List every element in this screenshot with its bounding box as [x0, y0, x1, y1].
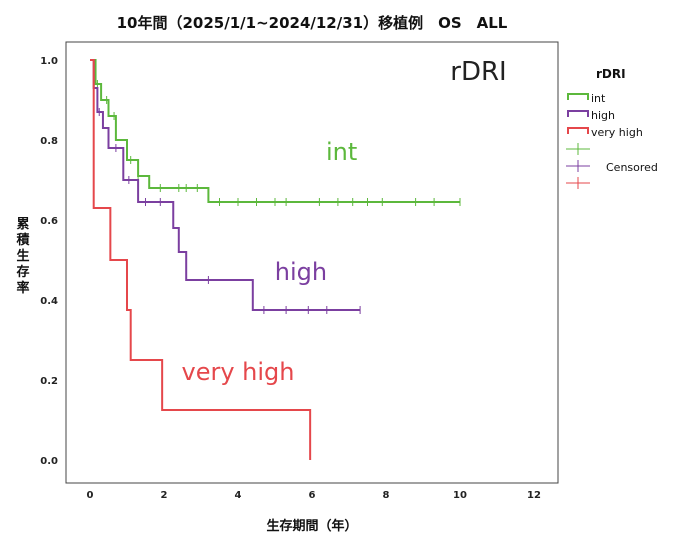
series-line-very-high: [90, 59, 312, 460]
x-tick-label: 6: [309, 490, 316, 501]
annotation-legend-name: rDRI: [450, 57, 506, 87]
annotation-high: high: [275, 258, 327, 286]
series-layer: [90, 59, 461, 460]
y-tick-label: 0.8: [40, 136, 58, 147]
chart-title: 10年間（2025/1/1~2024/12/31）移植例 OS ALL: [117, 14, 508, 32]
x-tick-label: 4: [235, 490, 242, 501]
legend-title: rDRI: [596, 67, 626, 81]
y-tick-label: 0.2: [40, 376, 58, 387]
legend-label: int: [591, 92, 606, 105]
legend-label: very high: [591, 126, 643, 139]
legend-swatch: [567, 127, 589, 134]
legend-censored-label: Censored: [606, 161, 658, 174]
x-axis: 0 2 4 6 8 10 12: [87, 490, 541, 501]
annotation-layer: rDRI int high very high: [182, 57, 507, 386]
y-axis-title: 累積生存率: [15, 216, 30, 296]
legend: rDRI int high very high Censored: [566, 67, 658, 189]
y-tick-label: 0.6: [40, 216, 58, 227]
series-line-int: [90, 59, 460, 203]
x-tick-label: 12: [527, 490, 541, 501]
annotation-very-high: very high: [182, 358, 295, 386]
x-axis-title: 生存期間（年）: [266, 518, 357, 534]
x-tick-label: 8: [383, 490, 390, 501]
x-tick-label: 10: [453, 490, 467, 501]
series-line-high: [90, 59, 361, 311]
y-tick-label: 0.4: [40, 296, 58, 307]
legend-swatch: [567, 93, 589, 100]
x-tick-label: 0: [87, 490, 94, 501]
legend-label: high: [591, 109, 615, 122]
y-tick-label: 1.0: [40, 56, 58, 67]
annotation-int: int: [326, 138, 357, 166]
plot-area-frame: [65, 41, 559, 484]
y-axis: 0.0 0.2 0.4 0.6 0.8 1.0: [40, 56, 58, 467]
legend-swatch: [567, 110, 589, 117]
x-tick-label: 2: [161, 490, 168, 501]
y-tick-label: 0.0: [40, 456, 58, 467]
